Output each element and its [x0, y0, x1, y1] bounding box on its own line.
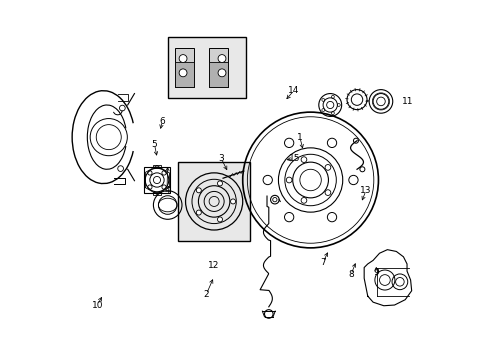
- Text: 14: 14: [287, 86, 299, 95]
- Circle shape: [284, 138, 293, 148]
- Circle shape: [218, 69, 225, 77]
- Bar: [167, 37, 246, 98]
- Text: 8: 8: [347, 270, 353, 279]
- Circle shape: [301, 157, 306, 162]
- Text: 2: 2: [203, 290, 209, 299]
- Circle shape: [348, 175, 357, 185]
- Text: 6: 6: [159, 117, 165, 126]
- Text: 11: 11: [402, 97, 413, 106]
- Bar: [175, 62, 194, 87]
- Bar: [208, 48, 228, 87]
- Text: 15: 15: [288, 154, 300, 163]
- Text: 10: 10: [91, 301, 103, 310]
- Circle shape: [196, 188, 201, 193]
- Circle shape: [263, 175, 272, 185]
- Text: 12: 12: [208, 261, 220, 270]
- Bar: [153, 192, 160, 195]
- Circle shape: [179, 55, 186, 63]
- Bar: [178, 162, 249, 241]
- Circle shape: [285, 177, 291, 183]
- Text: 7: 7: [320, 258, 325, 267]
- Circle shape: [230, 199, 235, 204]
- Circle shape: [301, 198, 306, 203]
- Circle shape: [325, 165, 330, 170]
- Text: 3: 3: [218, 154, 224, 163]
- Text: 5: 5: [151, 140, 157, 149]
- Circle shape: [217, 217, 222, 222]
- Circle shape: [326, 212, 336, 222]
- Circle shape: [218, 55, 225, 63]
- Circle shape: [217, 181, 222, 186]
- Text: 13: 13: [360, 186, 371, 195]
- Circle shape: [179, 69, 186, 77]
- Circle shape: [326, 138, 336, 148]
- Circle shape: [196, 210, 201, 215]
- Bar: [208, 62, 228, 87]
- Bar: [143, 167, 170, 193]
- Text: 4: 4: [164, 186, 169, 195]
- Circle shape: [325, 190, 330, 195]
- Bar: [175, 48, 194, 87]
- Text: 1: 1: [296, 132, 302, 141]
- Bar: [153, 165, 160, 168]
- Circle shape: [284, 212, 293, 222]
- Text: 9: 9: [373, 268, 379, 277]
